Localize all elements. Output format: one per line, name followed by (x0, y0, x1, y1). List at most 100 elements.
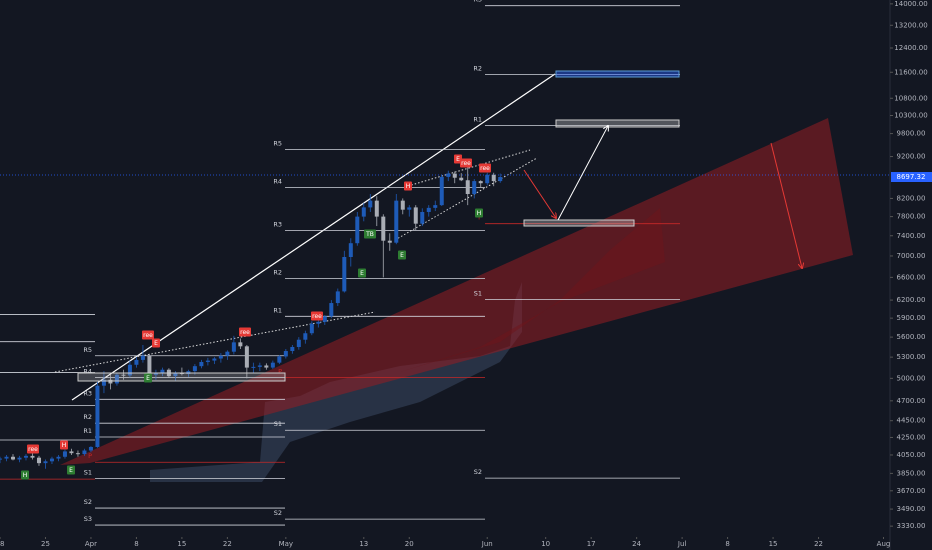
pivot-label: P (88, 452, 92, 460)
candle-body (147, 355, 152, 375)
signal-box (311, 311, 323, 321)
candle-body (407, 207, 412, 210)
x-tick-label: May (279, 540, 293, 548)
candle-body (75, 453, 80, 455)
candle-body (459, 177, 464, 181)
axis-strip (891, 0, 932, 550)
candle-body (205, 360, 210, 362)
candle-body (498, 177, 503, 182)
y-tick-label: 7000.00 (897, 252, 926, 260)
pivot-label: S2 (84, 498, 92, 506)
zone (555, 70, 680, 78)
candle-body (400, 200, 405, 210)
candle-body (290, 346, 295, 352)
y-tick-label: 4700.00 (897, 397, 926, 405)
x-tick-label: 15 (769, 540, 778, 548)
signal-label: H (23, 472, 28, 479)
candle-body (465, 180, 470, 195)
y-tick-label: 13200.00 (894, 21, 927, 29)
price-tag-label: 8697.32 (897, 173, 926, 181)
candle-body (264, 365, 269, 368)
arrow (770, 142, 802, 268)
candle-body (348, 243, 353, 258)
pivot-label: P (478, 214, 482, 222)
signal-box (475, 208, 483, 218)
x-tick-label: 8 (725, 540, 729, 548)
pivot-label: R3 (273, 220, 282, 228)
signal-box (27, 444, 39, 454)
candle-body (62, 451, 67, 457)
candle-body (153, 372, 158, 375)
y-tick-label: 5600.00 (897, 333, 926, 341)
candle-body (485, 174, 490, 184)
red-channel (60, 118, 853, 465)
x-tick-label: Apr (85, 540, 97, 548)
price-tag (891, 172, 932, 183)
y-tick-label: 7800.00 (897, 213, 926, 221)
candle-body (140, 355, 145, 360)
trendline-dotted (407, 149, 531, 187)
x-tick-label: 15 (177, 540, 186, 548)
candle-body (36, 457, 41, 464)
signal-box (142, 330, 154, 340)
candle-body (244, 346, 249, 368)
candle-body (82, 450, 87, 455)
y-tick-label: 3330.00 (897, 522, 926, 530)
candle-body (368, 200, 373, 208)
candle-body (491, 174, 496, 182)
signal-label: ree (312, 313, 322, 320)
candle-body (478, 181, 483, 184)
x-tick-label: 22 (223, 540, 232, 548)
candle-body (283, 351, 288, 357)
candle-body (309, 323, 314, 334)
candle-body (335, 291, 340, 304)
candle-body (322, 316, 327, 322)
x-tick-label: Jul (677, 540, 687, 548)
signal-box (21, 470, 29, 480)
candles (0, 160, 503, 469)
candle-body (420, 211, 425, 224)
pivot-label: S1 (274, 420, 282, 428)
candle-body (381, 216, 386, 241)
zone (77, 372, 286, 382)
candle-body (95, 385, 100, 447)
signal-label: E (146, 375, 150, 382)
signal-box (479, 163, 491, 173)
candle-body (88, 446, 93, 451)
x-tick-label: Aug (877, 540, 891, 548)
signal-label: H (62, 442, 67, 449)
signal-label: H (477, 210, 482, 217)
candle-body (101, 379, 106, 386)
candle-body (43, 461, 48, 464)
candle-body (114, 374, 119, 384)
candle-body (270, 362, 275, 368)
signal-label: E (360, 270, 364, 277)
zone (555, 119, 680, 128)
pivot-label: R5 (83, 346, 92, 354)
pivot-label: R4 (83, 368, 92, 376)
signal-box (364, 229, 376, 239)
x-tick-label: 20 (405, 540, 414, 548)
signal-label: TB (365, 231, 374, 238)
pivot-label: S2 (274, 509, 282, 517)
arrow (557, 126, 608, 221)
pivot-label: R3 (473, 0, 482, 4)
pivot-label: P (278, 368, 282, 376)
x-tick-label: Jun (481, 540, 493, 548)
y-tick-label: 10800.00 (894, 94, 927, 102)
candle-body (316, 321, 321, 324)
candle-body (160, 369, 165, 373)
x-tick-label: 8 (134, 540, 138, 548)
candle-body (251, 366, 256, 368)
signal-label: ree (143, 332, 153, 339)
pivot-label: S1 (474, 290, 482, 298)
candle-body (225, 351, 230, 356)
signal-label: ree (28, 446, 38, 453)
candle-body (121, 374, 126, 376)
pivot-label: S1 (84, 469, 92, 477)
candle-body (0, 458, 2, 460)
candle-body (199, 361, 204, 367)
x-tick-label: 22 (814, 540, 823, 548)
